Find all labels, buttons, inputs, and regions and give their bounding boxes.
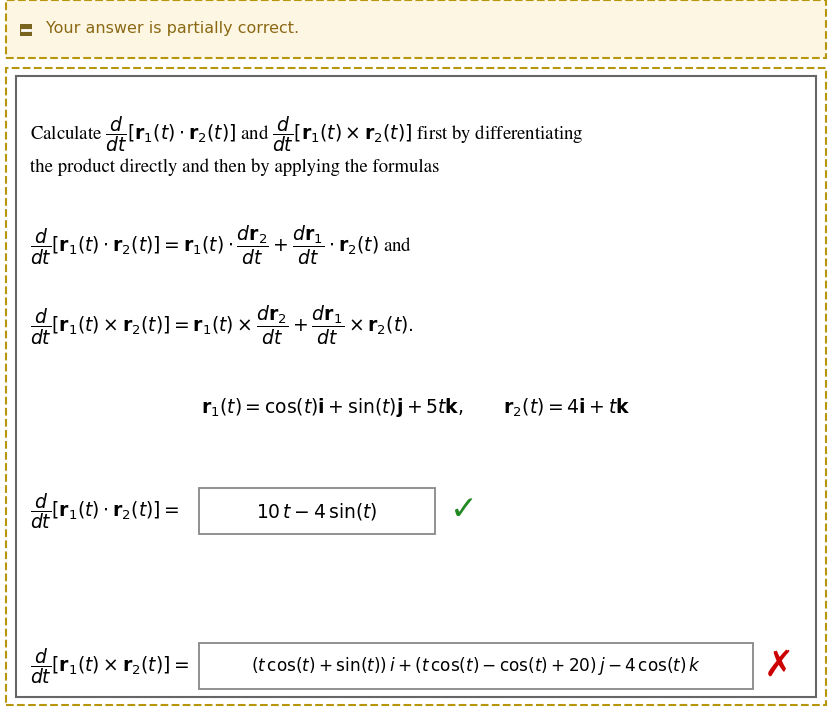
Text: $(t\,\cos(t) + \sin(t))\,i + (t\,\cos(t) - \cos(t) + 20)\,j - 4\,\cos(t)\,k$: $(t\,\cos(t) + \sin(t))\,i + (t\,\cos(t)… [251,655,701,677]
Text: Your answer is partially correct.: Your answer is partially correct. [46,21,300,36]
FancyBboxPatch shape [6,68,826,705]
FancyBboxPatch shape [16,76,816,697]
Text: $\mathbf{r}_1(t) = \cos(t)\mathbf{i} + \sin(t)\mathbf{j} + 5t\mathbf{k},\qquad \: $\mathbf{r}_1(t) = \cos(t)\mathbf{i} + \… [201,396,631,419]
FancyBboxPatch shape [6,0,826,58]
Text: $10\,t - 4\,\sin(t)$: $10\,t - 4\,\sin(t)$ [256,501,378,521]
Text: $\dfrac{d}{dt}[\mathbf{r}_1(t) \cdot \mathbf{r}_2(t)] = $: $\dfrac{d}{dt}[\mathbf{r}_1(t) \cdot \ma… [30,491,180,531]
FancyBboxPatch shape [20,24,32,36]
FancyBboxPatch shape [199,488,435,534]
Text: ✓: ✓ [450,493,478,525]
Text: $\dfrac{d}{dt}[\mathbf{r}_1(t) \times \mathbf{r}_2(t)] = $: $\dfrac{d}{dt}[\mathbf{r}_1(t) \times \m… [30,646,190,686]
Text: Calculate $\dfrac{d}{dt}[\mathbf{r}_1(t) \cdot \mathbf{r}_2(t)]$ and $\dfrac{d}{: Calculate $\dfrac{d}{dt}[\mathbf{r}_1(t)… [30,114,584,154]
FancyBboxPatch shape [199,643,753,689]
Text: $\dfrac{d}{dt}[\mathbf{r}_1(t) \cdot \mathbf{r}_2(t)] = \mathbf{r}_1(t) \cdot \d: $\dfrac{d}{dt}[\mathbf{r}_1(t) \cdot \ma… [30,224,412,267]
Text: the product directly and then by applying the formulas: the product directly and then by applyin… [30,158,439,175]
Text: $\dfrac{d}{dt}[\mathbf{r}_1(t) \times \mathbf{r}_2(t)] = \mathbf{r}_1(t) \times : $\dfrac{d}{dt}[\mathbf{r}_1(t) \times \m… [30,304,414,347]
Text: ✗: ✗ [764,649,795,683]
